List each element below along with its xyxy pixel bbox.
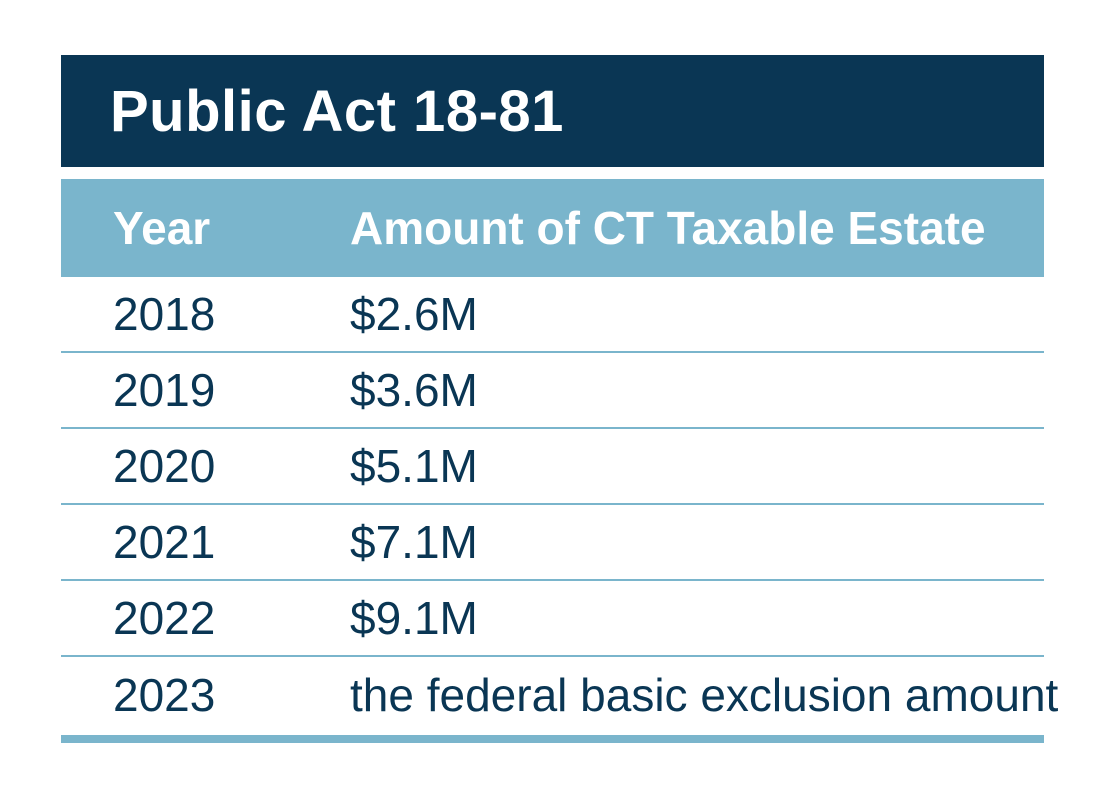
title-gap [61, 167, 1044, 179]
table-row: 2023 the federal basic exclusion amount [61, 657, 1058, 733]
table-row: 2019 $3.6M [61, 353, 1044, 429]
year-cell: 2021 [113, 516, 216, 568]
year-cell: 2022 [113, 592, 216, 644]
amount-cell: $9.1M [350, 592, 478, 644]
amount-cell: $5.1M [350, 440, 478, 492]
table-title: Public Act 18-81 [110, 78, 564, 144]
estate-tax-table: Public Act 18-81 Year Amount of CT Taxab… [61, 55, 1058, 743]
amount-cell: $3.6M [350, 364, 478, 416]
amount-column-header: Amount of CT Taxable Estate [350, 202, 986, 254]
amount-cell: the federal basic exclusion amount [350, 669, 1059, 721]
year-column-header: Year [113, 202, 211, 254]
table-bottom-rule [61, 735, 1044, 743]
table-title-bar: Public Act 18-81 [61, 55, 1044, 167]
year-cell: 2018 [113, 288, 216, 340]
amount-cell: $2.6M [350, 288, 478, 340]
table-row: 2020 $5.1M [61, 429, 1044, 505]
table-header-row: Year Amount of CT Taxable Estate [61, 179, 1044, 277]
table-row: 2022 $9.1M [61, 581, 1044, 657]
table-row: 2018 $2.6M [61, 277, 1044, 353]
amount-cell: $7.1M [350, 516, 478, 568]
year-cell: 2023 [113, 669, 216, 721]
table-row: 2021 $7.1M [61, 505, 1044, 581]
year-cell: 2019 [113, 364, 216, 416]
year-cell: 2020 [113, 440, 216, 492]
